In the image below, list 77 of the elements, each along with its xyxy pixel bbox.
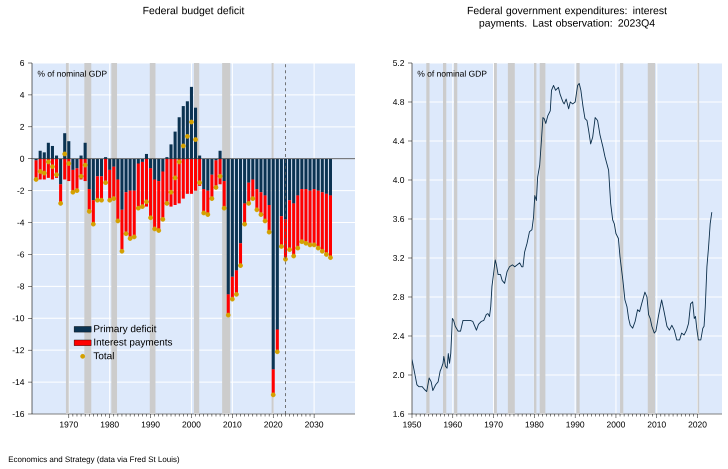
bar [190,86,193,159]
bar [63,158,66,180]
x-tick-label: 2020 [264,422,282,428]
bar [312,158,316,190]
bar [206,158,210,191]
bar [100,158,104,176]
bar [324,158,328,194]
y-tick-label: 4.8 [392,99,404,105]
x-tick-label: 2030 [305,422,324,428]
bar [202,158,206,190]
y-tick-label: -10 [12,315,24,322]
y-tick-label: 0 [20,156,24,162]
x-tick-label: 1990 [566,422,584,428]
bar [108,158,112,170]
bar [75,158,79,168]
y-tick-label: 5.2 [393,60,404,66]
x-tick-label: 1970 [60,422,78,428]
x-tick-label: 2000 [606,422,626,428]
chart-title: Federal government expenditures: interest payments. Last observation: 2023Q4 [468,6,667,29]
y-tick-label: -8 [17,283,24,290]
y-tick-label: 4.0 [392,177,404,183]
chart-title: Federal budget deficit [143,6,244,16]
y-axis-title: % of nominal GDP [38,70,107,77]
y-tick-label: 4 [20,92,24,98]
y-tick-label: 3.2 [393,255,404,261]
x-tick-label: 2000 [182,422,201,428]
x-tick-label: 1960 [444,422,462,428]
y-axis-title: % of nominal GDP [418,70,486,77]
y-tick-label: 2 [20,124,24,130]
x-tick-label: 1970 [484,422,503,428]
bar [84,142,87,159]
bar [255,158,258,190]
bar [194,158,198,191]
y-tick-label: 4.4 [392,138,404,144]
bar [132,158,136,191]
legend-label: Interest payments [94,338,172,348]
y-tick-label: -12 [12,347,24,354]
y-tick-label: 2.0 [393,372,404,378]
y-tick-label: 6 [20,60,24,66]
legend-label: Total [94,352,114,360]
x-tick-label: 2010 [223,422,242,428]
bar [190,158,193,194]
bar [328,158,332,196]
x-tick-label: 2010 [648,422,666,428]
bar [304,158,308,190]
bar [226,158,230,294]
bar [92,158,95,200]
y-tick-label: 2.8 [393,294,404,300]
x-tick-label: 1980 [100,422,119,428]
bar [120,158,124,210]
bar [308,158,312,191]
bar [144,154,148,159]
y-tick-label: -16 [12,411,24,417]
y-tick-label: 2.4 [393,333,404,339]
x-tick-label: 1990 [142,422,160,428]
x-tick-label: 1950 [403,422,422,428]
bar [316,158,320,191]
bar [157,158,160,182]
y-tick-label: -4 [17,220,24,226]
y-tick-label: 1.6 [393,411,404,417]
bar [71,158,74,170]
bar [292,158,296,204]
y-tick-label: -14 [12,379,24,386]
bar [218,150,222,159]
x-tick-label: 2020 [688,422,707,428]
bar [38,150,42,159]
x-tick-label: 1980 [526,422,544,428]
bar [59,158,62,184]
legend-label: Primary deficit [94,324,156,334]
bar [320,158,324,192]
y-tick-label: -2 [17,188,24,194]
y-tick-label: 3.6 [393,216,404,222]
bar [50,146,54,159]
bar [128,158,132,191]
bar [153,158,156,180]
bar [259,158,262,192]
y-tick-label: -6 [17,251,24,258]
